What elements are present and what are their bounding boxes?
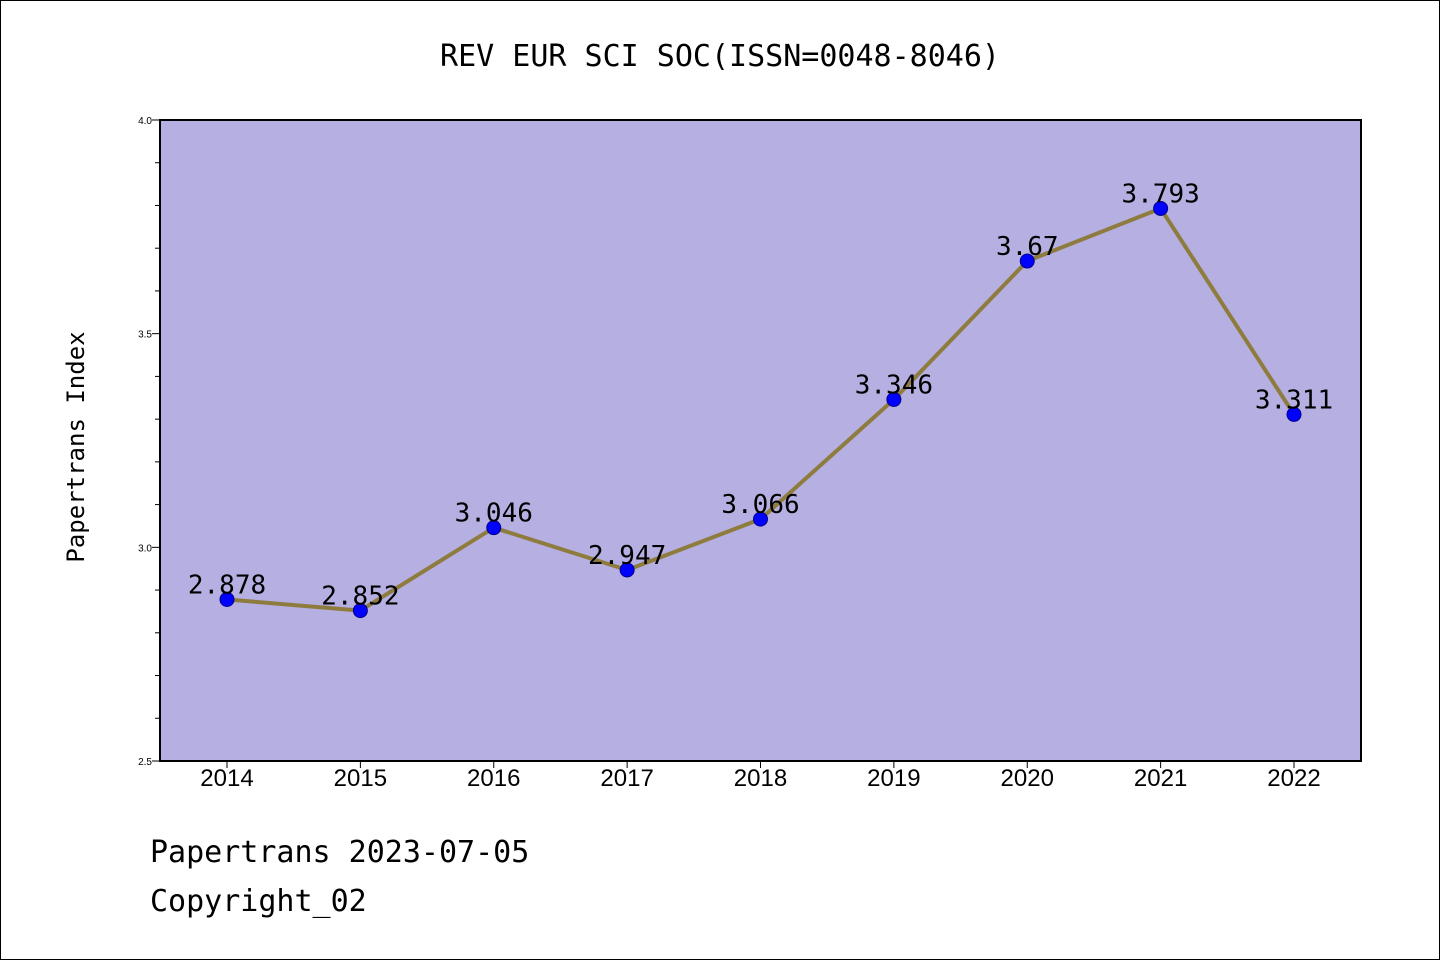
x-tick-label: 2017 (600, 765, 653, 792)
data-label: 3.311 (1255, 385, 1333, 415)
x-tick-label: 2019 (867, 765, 920, 792)
data-point (619, 562, 635, 578)
data-label: 2.878 (188, 570, 266, 600)
chart-title: REV EUR SCI SOC(ISSN=0048-8046) (440, 39, 1000, 74)
data-point (1286, 406, 1302, 422)
x-tick-label: 2016 (467, 765, 520, 792)
data-label: 3.346 (855, 370, 933, 400)
series-group (219, 200, 1302, 619)
x-tick-label: 2015 (334, 765, 387, 792)
x-axis: 2014 2015 2016 2017 2018 2019 2020 2021 2022 (200, 761, 1321, 792)
plot-area (160, 120, 1361, 761)
data-point (886, 391, 902, 407)
y-axis: 2.5 3.0 3.5 4.0 (138, 116, 160, 768)
data-point (1153, 200, 1169, 216)
y-tick-label: 3.0 (138, 543, 152, 554)
y-axis-label: Papertrans Index (62, 331, 90, 562)
data-point (352, 603, 368, 619)
x-tick-label: 2021 (1134, 765, 1187, 792)
footer-copyright: Copyright_02 (150, 884, 367, 919)
x-tick-label: 2020 (1001, 765, 1054, 792)
data-label: 2.852 (321, 582, 399, 612)
data-point (753, 511, 768, 527)
plot-border (159, 119, 1362, 762)
data-point (219, 591, 235, 607)
data-label: 3.046 (455, 499, 533, 529)
y-tick-label: 2.5 (138, 757, 152, 768)
y-tick-label: 3.5 (138, 330, 152, 341)
data-label: 3.066 (721, 490, 799, 520)
x-tick-label: 2022 (1267, 765, 1320, 792)
data-label: 3.67 (996, 232, 1059, 262)
data-label: 3.793 (1121, 179, 1199, 209)
x-tick-label: 2018 (734, 765, 787, 792)
data-labels: 2.878 2.852 3.046 2.947 3.066 3.346 3.67 3.793 3… (188, 179, 1333, 611)
y-tick-label: 4.0 (138, 116, 152, 127)
data-point (1019, 253, 1035, 269)
data-point (486, 520, 502, 536)
footer-date: Papertrans 2023-07-05 (150, 835, 530, 870)
x-tick-label: 2014 (200, 765, 253, 792)
data-label: 2.947 (588, 541, 666, 571)
